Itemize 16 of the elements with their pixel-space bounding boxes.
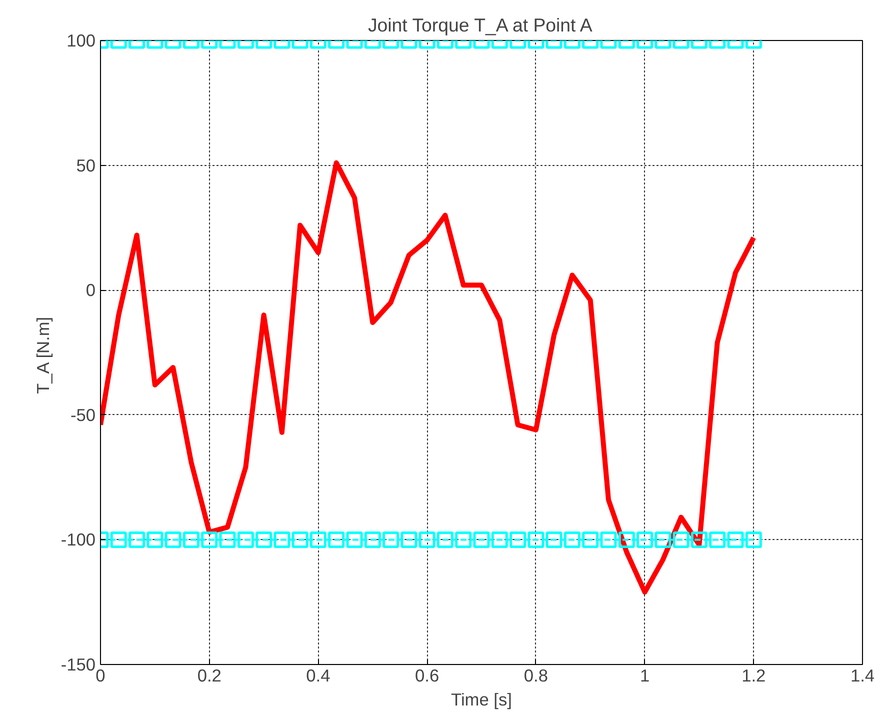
x-tick-label: 1.2 [742,666,766,686]
x-tick-label: 0.8 [524,666,548,686]
y-tick-label: -100 [60,530,96,550]
x-axis-title: Time [s] [451,690,512,710]
y-axis-title: T_A [N.m] [32,316,53,394]
y-tick-label: 100 [66,30,96,50]
y-tick-label: -150 [60,654,96,674]
chart-title: Joint Torque T_A at Point A [368,14,593,36]
y-tick-label: 50 [76,155,96,176]
x-tick-label: 0.4 [306,666,331,686]
x-tick-label: 0.6 [415,666,440,686]
x-tick-label: 1 [640,666,650,686]
x-tick-label: 1.4 [850,666,875,686]
x-tick-label: 0.2 [197,666,222,686]
y-tick-label: 0 [86,280,96,300]
y-tick-label: -50 [70,404,96,425]
